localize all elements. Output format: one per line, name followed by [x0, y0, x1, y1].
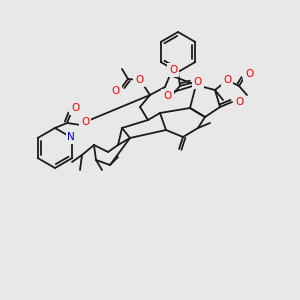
Text: O: O	[81, 117, 89, 127]
Text: O: O	[135, 75, 143, 85]
Text: O: O	[169, 65, 177, 75]
Text: O: O	[164, 93, 172, 103]
Text: O: O	[112, 86, 120, 96]
Text: O: O	[194, 77, 202, 87]
Text: N: N	[68, 132, 75, 142]
Text: O: O	[163, 91, 171, 101]
Text: O: O	[71, 103, 79, 113]
Text: O: O	[223, 75, 231, 85]
Text: O: O	[245, 69, 253, 79]
Text: O: O	[235, 97, 243, 107]
